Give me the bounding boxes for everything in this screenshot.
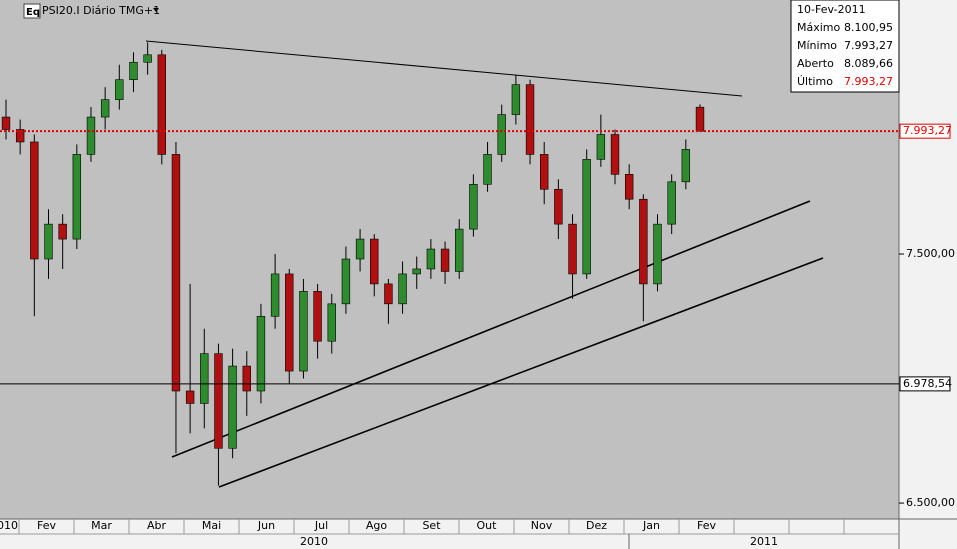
info-panel: [790, 0, 900, 93]
x-tick-label: Jul: [314, 519, 328, 532]
y-tick-label: 6.500,00: [906, 496, 955, 509]
x-tick-label: Fev: [37, 519, 56, 532]
x-tick-label: Out: [477, 519, 498, 532]
candle-body: [639, 198, 648, 285]
x-tick-label: Dez: [586, 519, 607, 532]
candle-body: [426, 248, 436, 270]
info-value: 7.993,27: [844, 75, 893, 88]
trend-line: [145, 40, 743, 97]
candle-body: [313, 291, 322, 342]
reference-label-box: [899, 123, 951, 139]
candle-body: [412, 268, 421, 275]
candle-body: [270, 273, 280, 317]
candle-body: [143, 54, 152, 63]
year-label: 2010: [300, 535, 328, 548]
candle-body: [469, 183, 478, 230]
trend-line: [218, 257, 824, 488]
icon-box: [23, 3, 41, 19]
candle-body: [15, 129, 25, 143]
candle-body: [540, 154, 549, 190]
candle-body: [30, 141, 39, 260]
reference-label-box: [899, 376, 951, 392]
info-label: Aberto: [797, 57, 834, 70]
candle-body: [214, 353, 223, 449]
x-tick-label: Abr: [147, 519, 167, 532]
x-tick-label: Mai: [202, 519, 221, 532]
candle-body: [653, 223, 662, 285]
candle-body: [582, 159, 591, 275]
candle-body: [58, 223, 67, 240]
candle-body: [667, 181, 676, 225]
candle-body: [554, 188, 563, 225]
candle-body: [86, 116, 96, 155]
candle-body: [440, 248, 450, 272]
dropdown-arrow[interactable]: [153, 8, 159, 12]
candle-body: [200, 353, 209, 404]
candle-body: [100, 99, 110, 118]
candle-body: [355, 238, 365, 260]
chart-title[interactable]: PSI20.I Diário TMG+1: [42, 4, 160, 17]
reference-label: 6.978,54: [903, 377, 952, 390]
x-tick-label: Set: [422, 519, 441, 532]
candle-body: [568, 223, 577, 275]
candle-body: [299, 291, 308, 372]
y-tick-label: 7.500,00: [906, 247, 955, 260]
year-label: 2011: [750, 535, 778, 548]
candle-body: [610, 134, 620, 175]
candle-body: [398, 273, 407, 305]
candles: [1, 42, 705, 486]
candle-body: [157, 54, 166, 155]
trend-line: [171, 200, 811, 458]
candle-body: [1, 116, 11, 130]
candle-body: [511, 84, 521, 115]
info-box: 10-Fev-2011: [790, 0, 900, 93]
candle-body: [455, 228, 464, 272]
x-tick-label: Fev: [697, 519, 716, 532]
reference-label: 7.993,27: [903, 124, 952, 137]
info-label: Mínimo: [797, 39, 837, 52]
candle-body: [171, 154, 181, 392]
info-value: 8.089,66: [844, 57, 893, 70]
x-tick-label: Mar: [91, 519, 112, 532]
candle-body: [242, 365, 251, 392]
candle-body: [228, 365, 237, 449]
x-tick-label: Jun: [257, 519, 275, 532]
y-axis-area: [899, 0, 957, 549]
info-label: Máximo: [797, 21, 841, 34]
candle-body: [384, 283, 393, 305]
x-tick-label: Ago: [366, 519, 388, 532]
info-date: 10-Fev-2011: [797, 3, 866, 16]
candle-body: [695, 106, 705, 132]
icon-label: Eq: [26, 7, 40, 18]
x-tick-label: Nov: [531, 519, 553, 532]
candle-body: [370, 238, 379, 285]
candle-body: [72, 154, 82, 240]
candle-body: [596, 134, 606, 160]
candle-body: [681, 149, 691, 183]
info-label: Último: [797, 75, 833, 88]
candle-body: [341, 258, 351, 305]
candle-body: [624, 174, 634, 200]
candle-body: [44, 223, 53, 260]
candle-body: [327, 303, 336, 342]
candle-body: [525, 84, 535, 155]
candle-body: [185, 390, 195, 404]
candle-body: [483, 154, 492, 185]
trend-lines: [145, 40, 824, 488]
candle-body: [129, 61, 138, 80]
candle-body: [497, 114, 506, 155]
candle-body: [256, 315, 266, 392]
x-tick-label: Jan: [642, 519, 660, 532]
candle-body: [285, 273, 294, 372]
candle-body: [115, 79, 124, 100]
info-value: 8.100,95: [844, 21, 893, 34]
info-value: 7.993,27: [844, 39, 893, 52]
x-tick-label: 010: [0, 519, 18, 532]
plot-area: [0, 0, 899, 519]
